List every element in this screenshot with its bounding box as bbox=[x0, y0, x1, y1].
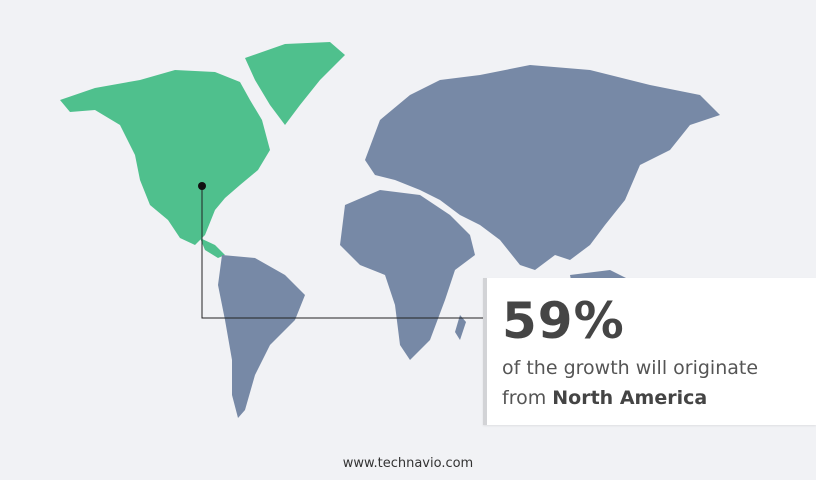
africa bbox=[340, 190, 475, 360]
callout-line-1: of the growth will originate bbox=[502, 357, 759, 379]
footer-url: www.technavio.com bbox=[342, 456, 474, 471]
callout-line-2: from North America bbox=[502, 387, 707, 409]
callout-leader-line bbox=[201, 186, 483, 319]
growth-percentage: 59% bbox=[502, 292, 625, 350]
north-america-region bbox=[60, 42, 345, 258]
south-america bbox=[218, 255, 305, 418]
madagascar bbox=[455, 315, 466, 340]
callout-card: 59% of the growth will originate from No… bbox=[483, 278, 816, 425]
other-regions bbox=[218, 65, 720, 418]
callout-prefix: from bbox=[502, 387, 553, 409]
north-america-marker bbox=[198, 182, 206, 190]
europe-asia bbox=[365, 65, 720, 270]
region-name: North America bbox=[552, 387, 708, 409]
